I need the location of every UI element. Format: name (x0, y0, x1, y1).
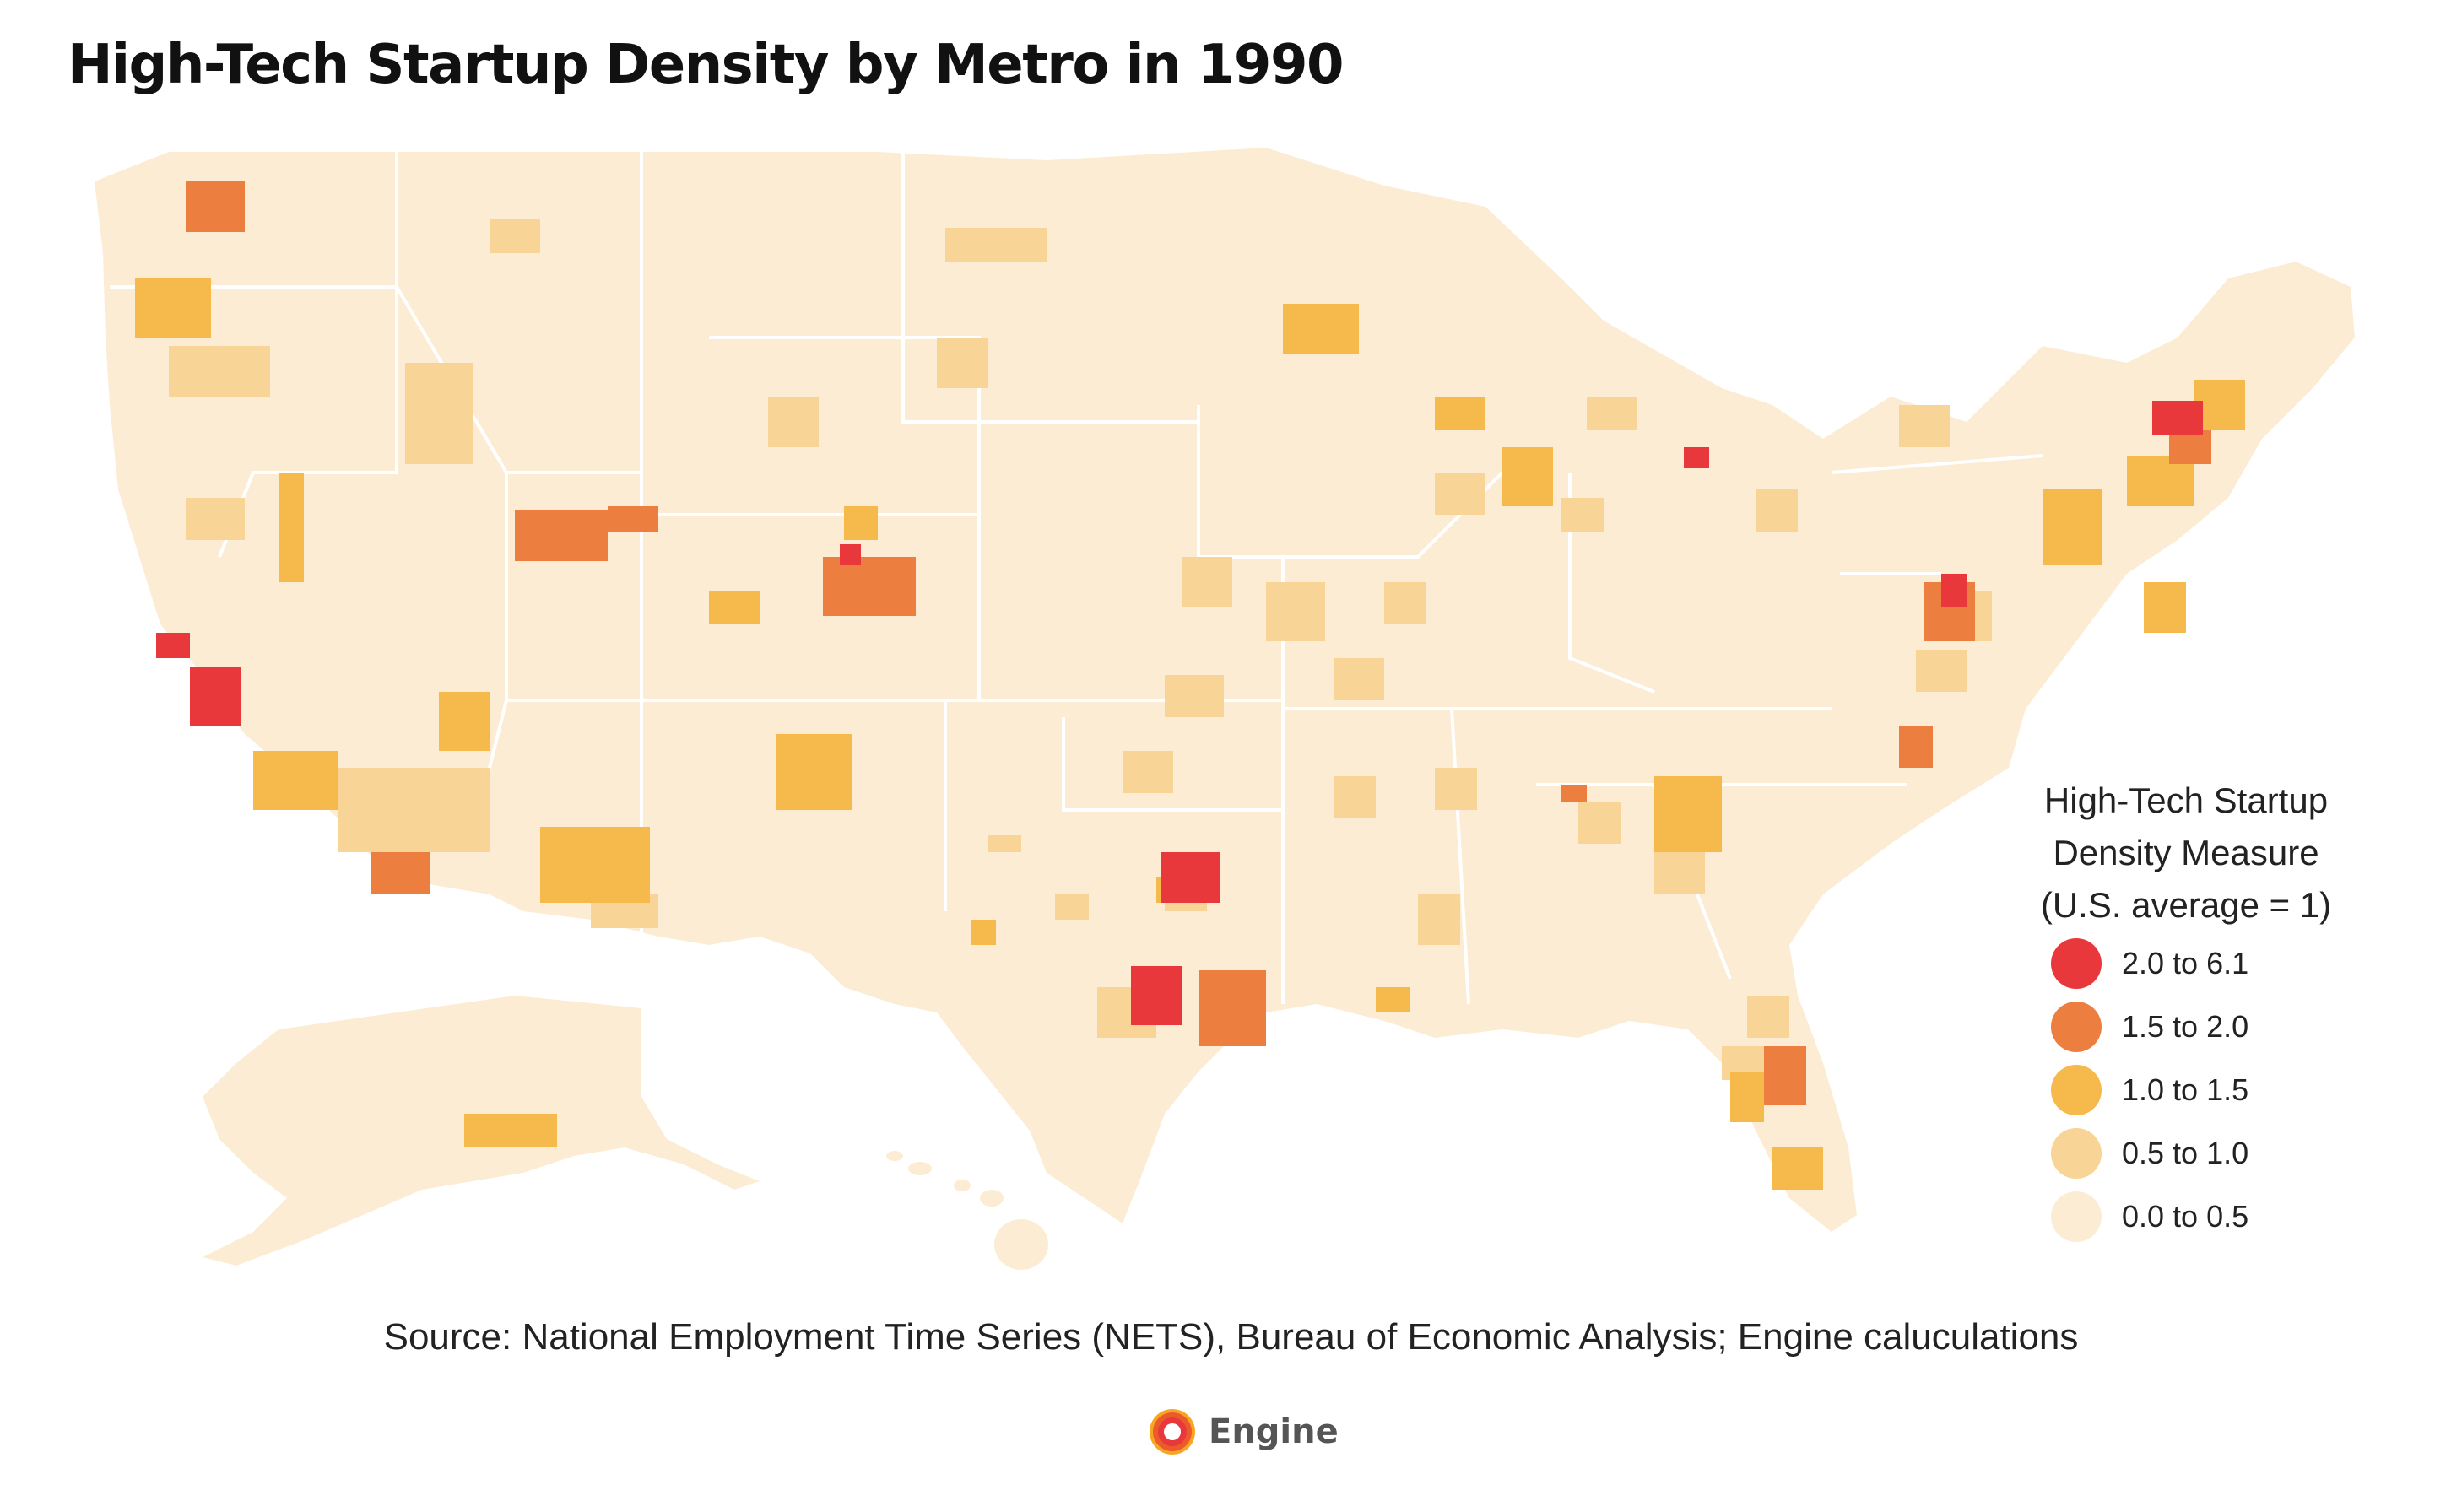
legend-item: 1.0 to 1.5 (2051, 1058, 2355, 1121)
metros-1-5-to-2-0 (186, 181, 2211, 1105)
legend-swatch (2051, 1001, 2102, 1052)
metros-1-0-to-1-5 (135, 278, 2245, 1190)
legend-swatch (2051, 1191, 2102, 1242)
contiguous-us (95, 148, 2355, 1232)
legend-label: 1.0 to 1.5 (2122, 1072, 2249, 1107)
legend: High-Tech Startup Density Measure (U.S. … (2017, 775, 2355, 1248)
legend-item: 0.5 to 1.0 (2051, 1121, 2355, 1185)
legend-label: 0.5 to 1.0 (2122, 1135, 2249, 1170)
legend-title-line: High-Tech Startup (2043, 780, 2329, 820)
legend-item: 2.0 to 6.1 (2051, 932, 2355, 995)
legend-title: High-Tech Startup Density Measure (U.S. … (2017, 775, 2355, 932)
engine-logo-icon (1150, 1409, 1195, 1455)
legend-title-line: Density Measure (2053, 833, 2319, 872)
engine-logo: Engine (1146, 1406, 1339, 1458)
legend-swatch (2051, 1127, 2102, 1179)
legend-label: 2.0 to 6.1 (2122, 945, 2249, 980)
legend-item: 1.5 to 2.0 (2051, 995, 2355, 1058)
legend-swatch (2051, 1064, 2102, 1115)
metros-2-0-to-6-1 (156, 401, 2203, 1025)
legend-label: 0.0 to 0.5 (2122, 1198, 2249, 1234)
hawaii (886, 1151, 1048, 1270)
map-title: High-Tech Startup Density by Metro in 19… (68, 34, 1345, 96)
metro-areas (135, 181, 2245, 1190)
legend-item: 0.0 to 0.5 (2051, 1185, 2355, 1248)
legend-label: 1.5 to 2.0 (2122, 1008, 2249, 1044)
legend-items: 2.0 to 6.1 1.5 to 2.0 1.0 to 1.5 0.5 to 1.0… (2017, 932, 2355, 1248)
source-note: Source: National Employment Time Series … (383, 1316, 2079, 1358)
legend-swatch (2051, 937, 2102, 989)
engine-logo-text: Engine (1209, 1412, 1339, 1451)
legend-title-line: (U.S. average = 1) (2040, 885, 2332, 925)
